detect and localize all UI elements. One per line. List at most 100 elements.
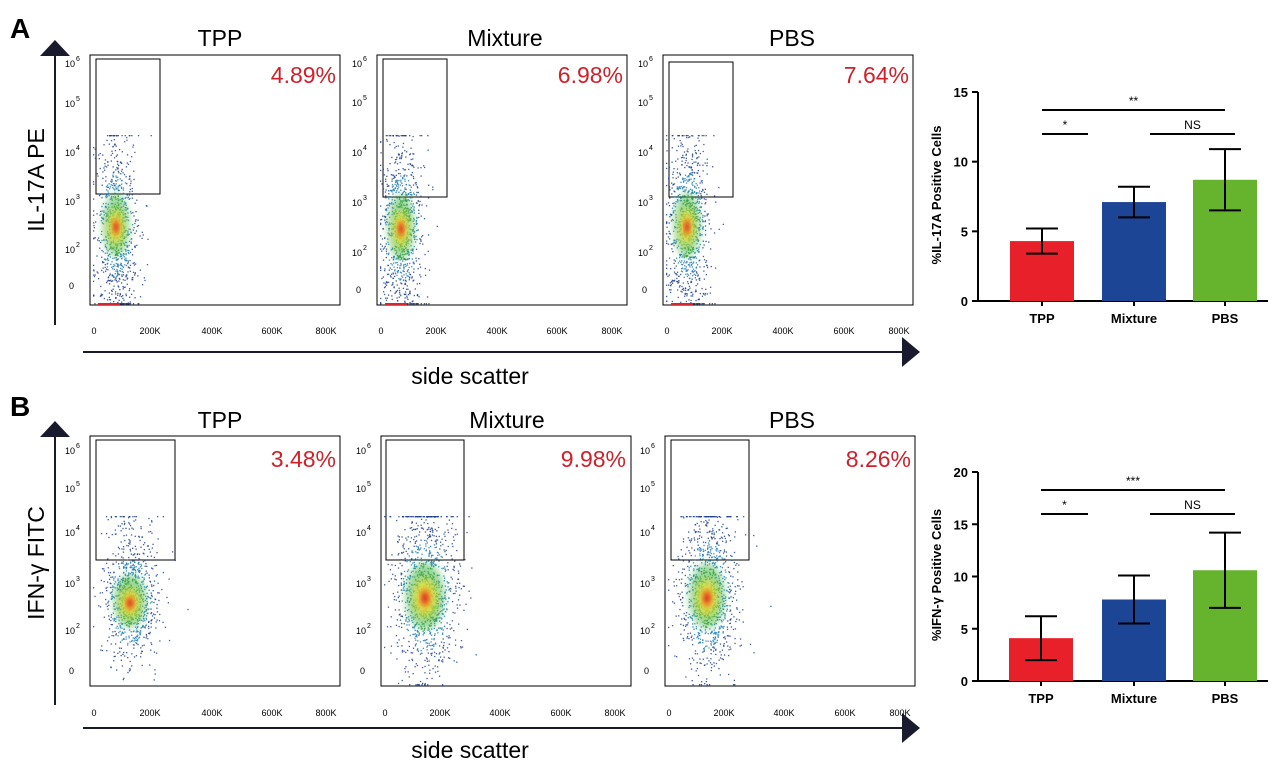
x-tick-label: 600K (546, 326, 567, 336)
bar-category-label: TPP (1028, 691, 1054, 706)
plot-frame (376, 54, 628, 306)
bar-y-tick-label: 5 (961, 224, 968, 239)
x-tick-label: 600K (550, 708, 571, 718)
y-tick-label: 10 (65, 446, 75, 456)
y-tick-label: 10 (640, 579, 650, 589)
y-ticks: 0 10 2 10 3 10 4 10 5 10 6 (356, 443, 371, 676)
y-tick-label: 10 (65, 59, 75, 69)
x-tick-label: 400K (773, 708, 794, 718)
x-axis-title: side scatter (411, 737, 529, 762)
x-tick-label: 800K (889, 708, 910, 718)
y-tick-label: 10 (638, 98, 648, 108)
flow-plot-mixture: Mixture 9.98% 0 10 2 10 3 10 4 10 5 10 6… (356, 407, 632, 718)
y-tick-label: 0 (360, 666, 365, 676)
y-tick-label: 10 (352, 59, 362, 69)
y-tick-label: 10 (638, 59, 648, 69)
y-axis-arrow-head (40, 421, 70, 437)
x-tick-label: 600K (261, 708, 282, 718)
x-tick-label: 800K (604, 708, 625, 718)
y-tick-exponent: 5 (649, 95, 653, 102)
x-ticks: 0 200K 400K 600K 800K (666, 708, 910, 718)
y-tick-label: 10 (65, 245, 75, 255)
gate-percent: 3.48% (271, 446, 336, 472)
x-tick-label: 800K (601, 326, 622, 336)
y-tick-exponent: 3 (76, 194, 80, 201)
y-tick-label: 10 (640, 626, 650, 636)
x-tick-label: 200K (425, 326, 446, 336)
y-tick-label: 10 (640, 484, 650, 494)
x-tick-label: 0 (666, 708, 671, 718)
y-ticks: 0 10 2 10 3 10 4 10 5 10 6 (65, 443, 80, 676)
error-bar (1026, 227, 1058, 255)
bar-y-tick-label: 0 (961, 674, 968, 689)
y-tick-exponent: 6 (651, 443, 655, 450)
y-ticks: 0 10 2 10 3 10 4 10 5 10 6 (638, 56, 653, 295)
panel-letter-a: A (10, 13, 30, 44)
x-ticks: 0 200K 400K 600K 800K (91, 708, 336, 718)
bar-category-label: PBS (1212, 691, 1239, 706)
y-tick-label: 10 (356, 626, 366, 636)
x-tick-label: 200K (139, 708, 160, 718)
bar-y-tick-label: 5 (961, 622, 968, 637)
flow-plot-tpp: TPP 4.89% 0 10 2 10 3 10 4 10 5 10 6 0 2… (65, 25, 341, 336)
y-tick-label: 10 (65, 197, 75, 207)
x-ticks: 0 200K 400K 600K 800K (91, 326, 336, 336)
bar-chart-ifng: %IFN-γ Positive Cells 0 5 10 15 20 TPP Mixture… (929, 465, 1268, 706)
plot-title: Mixture (469, 407, 544, 433)
bar-y-tick-label: 0 (961, 294, 968, 309)
y-tick-exponent: 3 (76, 576, 80, 583)
y-tick-exponent: 2 (76, 623, 80, 630)
x-tick-label: 400K (772, 326, 793, 336)
y-ticks: 0 10 2 10 3 10 4 10 5 10 6 (352, 56, 367, 295)
y-ticks: 0 10 2 10 3 10 4 10 5 10 6 (65, 56, 80, 291)
gate-box (95, 439, 176, 561)
y-tick-exponent: 6 (649, 56, 653, 63)
x-axis-arrow-head (902, 337, 920, 367)
error-bar (1025, 615, 1057, 662)
x-tick-label: 200K (711, 326, 732, 336)
y-tick-exponent: 6 (363, 56, 367, 63)
y-tick-exponent: 2 (367, 623, 371, 630)
significance-label: * (1062, 498, 1067, 512)
plot-title: PBS (769, 25, 815, 51)
y-tick-exponent: 2 (363, 245, 367, 252)
y-tick-exponent: 4 (649, 145, 653, 152)
x-tick-label: 400K (489, 708, 510, 718)
y-tick-exponent: 6 (76, 443, 80, 450)
y-tick-exponent: 6 (367, 443, 371, 450)
error-bar (1118, 185, 1150, 219)
y-tick-exponent: 5 (363, 95, 367, 102)
y-tick-exponent: 3 (649, 195, 653, 202)
y-tick-exponent: 2 (649, 245, 653, 252)
event-cloud (668, 516, 772, 686)
plot-frame (380, 435, 632, 687)
plot-title: Mixture (467, 25, 542, 51)
error-bar (1118, 574, 1150, 625)
y-tick-exponent: 2 (651, 623, 655, 630)
bar-category-label: TPP (1029, 311, 1055, 326)
x-tick-label: 800K (315, 708, 336, 718)
gate-box (670, 439, 750, 561)
bar-y-tick-label: 20 (954, 465, 968, 480)
bar-y-tick-label: 15 (954, 517, 968, 532)
event-cloud (384, 516, 477, 686)
x-axis-arrow-head (902, 713, 920, 743)
y-tick-label: 10 (65, 579, 75, 589)
significance-label: ** (1129, 94, 1139, 108)
plot-frame (662, 54, 914, 306)
x-tick-label: 600K (833, 326, 854, 336)
flow-plot-pbs: PBS 8.26% 0 10 2 10 3 10 4 10 5 10 6 0 2… (640, 407, 916, 718)
gate-box (668, 61, 734, 198)
flow-plot-tpp: TPP 3.48% 0 10 2 10 3 10 4 10 5 10 6 0 2… (65, 407, 341, 718)
y-tick-label: 10 (356, 446, 366, 456)
plot-title: PBS (769, 407, 815, 433)
x-tick-label: 400K (201, 326, 222, 336)
y-tick-label: 10 (356, 579, 366, 589)
y-ticks: 0 10 2 10 3 10 4 10 5 10 6 (640, 443, 655, 676)
y-tick-label: 10 (356, 528, 366, 538)
y-tick-exponent: 3 (363, 195, 367, 202)
gate-box (385, 439, 465, 561)
y-tick-label: 0 (69, 281, 74, 291)
y-tick-exponent: 4 (363, 145, 367, 152)
flow-plot-pbs: PBS 7.64% 0 10 2 10 3 10 4 10 5 10 6 0 2… (638, 25, 914, 336)
